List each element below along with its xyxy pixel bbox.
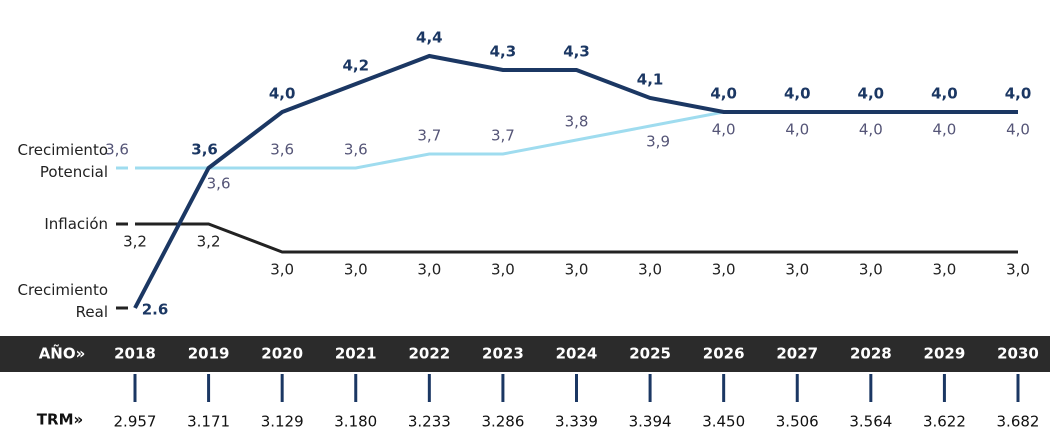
series-line xyxy=(133,53,1018,309)
data-label: 3,9 xyxy=(646,133,670,151)
year-label: 2022 xyxy=(408,345,450,363)
data-label: 3,0 xyxy=(1006,261,1030,279)
trm-value: 3.286 xyxy=(481,413,524,431)
year-label: 2029 xyxy=(924,345,966,363)
year-label: 2025 xyxy=(629,345,671,363)
data-label: 4,1 xyxy=(637,71,664,89)
data-label: 3,0 xyxy=(859,261,883,279)
year-label: 2027 xyxy=(776,345,818,363)
data-label: 4,0 xyxy=(1006,121,1030,139)
data-label: 4,0 xyxy=(859,121,883,139)
trm-value: 3.564 xyxy=(849,413,892,431)
data-label: 4,0 xyxy=(269,85,296,103)
data-label: 3,0 xyxy=(270,261,294,279)
trm-value: 3.339 xyxy=(555,413,598,431)
trm-value: 3.450 xyxy=(702,413,745,431)
data-label: 3,6 xyxy=(207,175,231,193)
trm-header: TRM» xyxy=(37,411,83,429)
data-label: 4,0 xyxy=(712,121,736,139)
data-label: 3,6 xyxy=(344,141,368,159)
data-label: 4,0 xyxy=(931,85,958,103)
legend-label: Crecimiento Potencial xyxy=(17,141,108,181)
data-label: 3,8 xyxy=(565,113,589,131)
data-label: 3,6 xyxy=(270,141,294,159)
year-label: 2024 xyxy=(556,345,598,363)
year-label: 2030 xyxy=(997,345,1039,363)
data-label: 3,0 xyxy=(785,261,809,279)
data-label: 4,0 xyxy=(710,85,737,103)
data-label: 3,6 xyxy=(191,141,218,159)
data-label: 3,6 xyxy=(105,141,129,159)
data-label: 3,0 xyxy=(932,261,956,279)
data-label: 4,0 xyxy=(785,121,809,139)
data-label: 4,3 xyxy=(563,43,590,61)
trm-value: 3.622 xyxy=(923,413,966,431)
year-label: 2028 xyxy=(850,345,892,363)
data-label: 3,0 xyxy=(565,261,589,279)
data-label: 3,2 xyxy=(197,233,221,251)
trm-value: 3.682 xyxy=(997,413,1040,431)
legend-label: Crecimiento Real xyxy=(17,281,108,321)
data-label: 3,0 xyxy=(491,261,515,279)
data-label: 3,0 xyxy=(638,261,662,279)
data-label: 3,7 xyxy=(491,127,515,145)
year-label: 2020 xyxy=(261,345,303,363)
trm-value: 3.233 xyxy=(408,413,451,431)
data-label: 4,0 xyxy=(1005,85,1032,103)
year-label: 2019 xyxy=(188,345,230,363)
trm-value: 3.180 xyxy=(334,413,377,431)
year-label: 2026 xyxy=(703,345,745,363)
data-label: 3,0 xyxy=(712,261,736,279)
data-label: 2.6 xyxy=(142,301,169,319)
data-label: 3,0 xyxy=(344,261,368,279)
data-label: 3,0 xyxy=(417,261,441,279)
data-label: 4,2 xyxy=(342,57,369,75)
legend-label: Inflación xyxy=(44,215,108,233)
year-label: 2018 xyxy=(114,345,156,363)
trm-value: 3.171 xyxy=(187,413,230,431)
trm-value: 3.394 xyxy=(629,413,672,431)
trm-value: 2.957 xyxy=(114,413,157,431)
data-label: 4,0 xyxy=(858,85,885,103)
year-header: AÑO» xyxy=(39,344,86,363)
data-label: 3,7 xyxy=(417,127,441,145)
data-label: 4,0 xyxy=(784,85,811,103)
series-line xyxy=(135,222,1018,254)
data-label: 4,4 xyxy=(416,29,443,47)
trm-value: 3.506 xyxy=(776,413,819,431)
data-label: 4,3 xyxy=(490,43,517,61)
year-label: 2021 xyxy=(335,345,377,363)
trm-value: 3.129 xyxy=(261,413,304,431)
year-band xyxy=(0,336,1050,372)
data-label: 4,0 xyxy=(932,121,956,139)
data-label: 3,2 xyxy=(123,233,147,251)
year-label: 2023 xyxy=(482,345,524,363)
